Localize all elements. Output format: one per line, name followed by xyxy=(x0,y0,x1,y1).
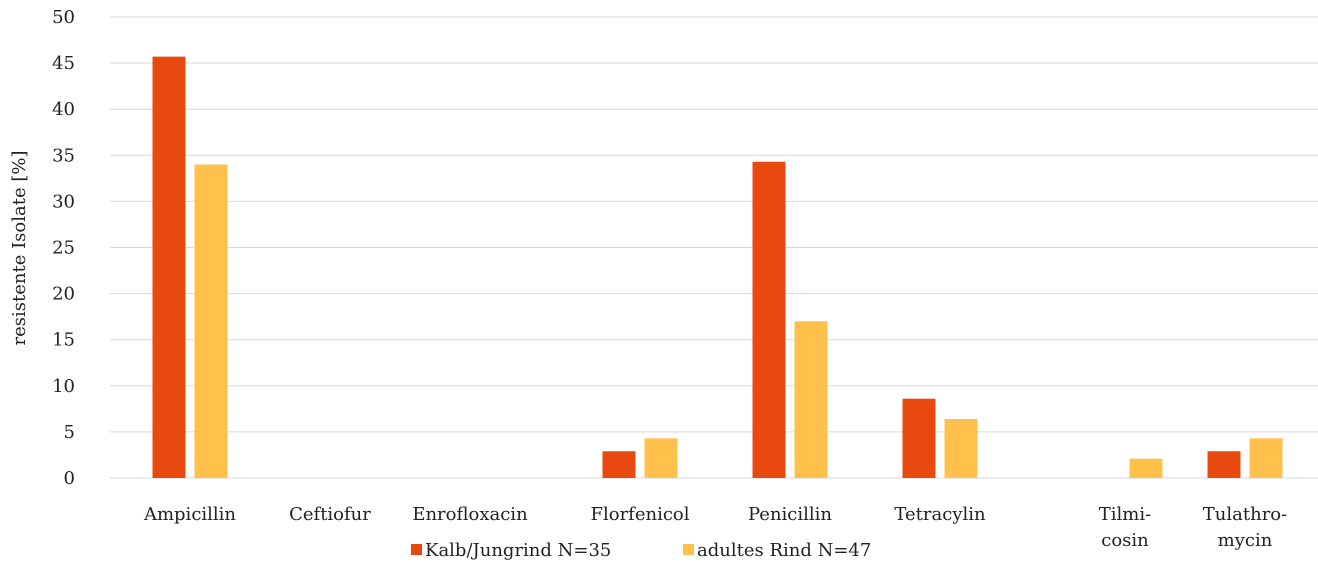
x-tick-label: Ampicillin xyxy=(143,504,236,525)
legend: Kalb/Jungrind N=35 adultes Rind N=47 xyxy=(411,540,871,561)
y-tick-label: 35 xyxy=(52,145,75,166)
y-tick-label: 40 xyxy=(52,99,75,120)
bar-kalb-jungrind xyxy=(152,56,186,479)
x-tick-label: Tulathro-mycin xyxy=(1203,504,1287,551)
y-tick-label: 0 xyxy=(64,468,75,489)
bar-adultes-rind xyxy=(1129,458,1163,478)
bars xyxy=(152,56,1283,479)
legend-label: Kalb/Jungrind N=35 xyxy=(425,540,611,561)
bar-adultes-rind xyxy=(794,321,828,478)
y-tick-label: 15 xyxy=(52,330,75,351)
y-tick-label: 25 xyxy=(52,238,75,259)
y-tick-label: 10 xyxy=(52,376,75,397)
x-tick-label: Florfenicol xyxy=(590,504,689,525)
bar-kalb-jungrind xyxy=(752,161,786,478)
x-tick-label: Ceftiofur xyxy=(289,504,371,525)
bar-kalb-jungrind xyxy=(602,451,636,478)
x-tick-label: Penicillin xyxy=(748,504,832,525)
y-tick-label: 50 xyxy=(52,7,75,28)
y-tick-label: 45 xyxy=(52,53,75,74)
legend-swatch xyxy=(411,544,422,555)
bar-adultes-rind xyxy=(644,438,678,478)
y-tick-label: 5 xyxy=(64,422,75,443)
gridlines xyxy=(110,16,1318,479)
bar-adultes-rind xyxy=(194,164,228,478)
y-tick-label: 20 xyxy=(52,284,75,305)
bar-adultes-rind xyxy=(944,418,978,478)
y-axis-ticks: 0 5 10 15 20 25 30 35 40 45 50 xyxy=(52,7,75,489)
bar-adultes-rind xyxy=(1249,438,1283,478)
x-tick-label: Enrofloxacin xyxy=(412,504,528,525)
y-tick-label: 30 xyxy=(52,191,75,212)
y-axis-title: resistente Isolate [%] xyxy=(9,150,30,345)
bar-kalb-jungrind xyxy=(902,398,936,478)
x-tick-label: Tilmi-cosin xyxy=(1099,504,1151,551)
legend-label: adultes Rind N=47 xyxy=(697,540,871,561)
bar-kalb-jungrind xyxy=(1207,451,1241,478)
legend-swatch xyxy=(683,544,694,555)
x-tick-label: Tetracylin xyxy=(894,504,986,525)
x-axis-labels: Ampicillin Ceftiofur Enrofloxacin Florfenic… xyxy=(143,504,1287,551)
